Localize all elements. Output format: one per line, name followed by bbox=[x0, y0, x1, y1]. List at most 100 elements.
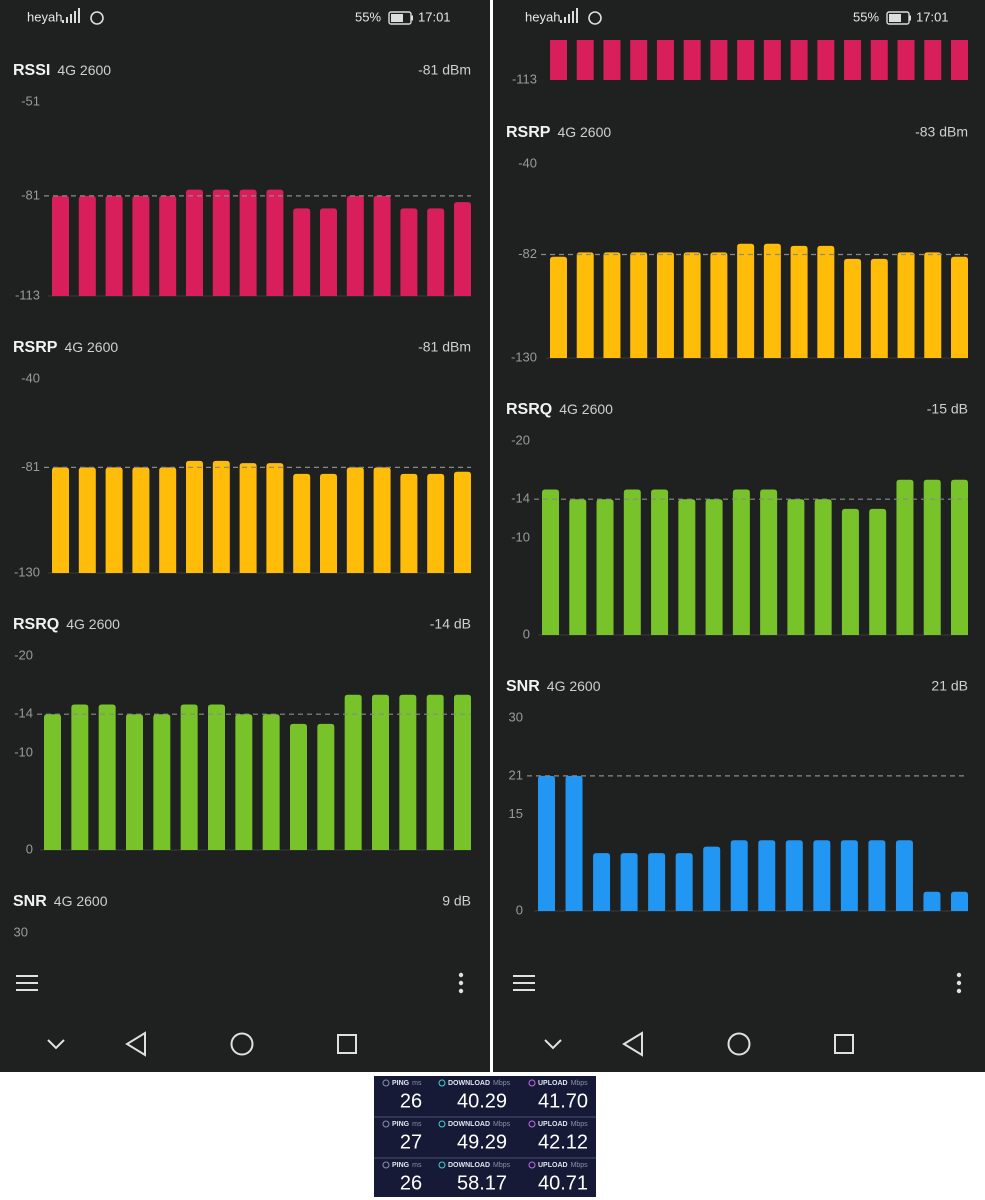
y-tick-label: -81 bbox=[21, 187, 40, 202]
bar bbox=[897, 252, 915, 358]
bar bbox=[923, 891, 941, 911]
bar bbox=[576, 252, 594, 358]
y-tick-label: 21 bbox=[509, 767, 523, 782]
y-tick-label: -14 bbox=[511, 491, 530, 506]
more-button[interactable] bbox=[956, 972, 962, 994]
metric-value: 58.17 bbox=[457, 1172, 507, 1194]
battery-icon bbox=[388, 11, 413, 25]
bar bbox=[159, 195, 177, 296]
y-tick-label: -20 bbox=[511, 432, 530, 447]
current-value: -15 dB bbox=[927, 401, 968, 417]
bar bbox=[132, 467, 150, 573]
bar bbox=[620, 853, 638, 911]
nav-home[interactable] bbox=[727, 1032, 751, 1056]
nav-back[interactable] bbox=[622, 1031, 643, 1057]
bar bbox=[293, 208, 311, 296]
bar bbox=[923, 479, 941, 635]
bar-clipped bbox=[630, 40, 648, 80]
bar bbox=[293, 473, 311, 573]
panel-title: RSRQ bbox=[13, 616, 59, 633]
bar bbox=[760, 489, 778, 635]
y-tick-label: 30 bbox=[509, 709, 523, 724]
bar bbox=[648, 853, 666, 911]
y-tick-label: -40 bbox=[21, 370, 40, 385]
nav-hide[interactable] bbox=[47, 1039, 65, 1050]
bar bbox=[266, 463, 284, 573]
bar bbox=[427, 208, 445, 296]
nav-home[interactable] bbox=[230, 1032, 254, 1056]
metric-unit: Mbps bbox=[571, 1121, 589, 1128]
nav-recent[interactable] bbox=[337, 1034, 357, 1054]
nav-hide[interactable] bbox=[544, 1039, 562, 1050]
bar bbox=[208, 704, 225, 850]
metric-unit: ms bbox=[412, 1121, 422, 1128]
bar bbox=[630, 252, 648, 358]
metric-unit: ms bbox=[412, 1162, 422, 1169]
metric-header: UPLOAD Mbps bbox=[538, 1121, 588, 1128]
y-tick-label: -81 bbox=[21, 459, 40, 474]
bar bbox=[400, 473, 418, 573]
bar-clipped bbox=[817, 40, 835, 80]
bar bbox=[703, 846, 721, 911]
battery-level: 55% bbox=[853, 9, 879, 24]
bar bbox=[266, 189, 284, 296]
metric-header: PING ms bbox=[392, 1080, 422, 1087]
bar-clipped bbox=[683, 40, 701, 80]
metric-icon bbox=[528, 1079, 536, 1087]
chart-panel: RSRP 4G 2600 -81 dBm -40 -81 -130 bbox=[13, 339, 471, 579]
bar-clipped bbox=[603, 40, 621, 80]
bar-clipped bbox=[844, 40, 862, 80]
current-value: 9 dB bbox=[442, 893, 471, 909]
y-tick-label: -10 bbox=[511, 529, 530, 544]
metric-icon bbox=[438, 1120, 446, 1128]
bar bbox=[262, 714, 280, 850]
panel-title: RSRP bbox=[506, 124, 551, 141]
alarm-icon bbox=[90, 11, 104, 25]
bar bbox=[565, 775, 583, 911]
bar bbox=[678, 499, 696, 635]
metric-value: 41.70 bbox=[538, 1090, 588, 1112]
nav-recent[interactable] bbox=[834, 1034, 854, 1054]
panel-title: RSSI bbox=[13, 62, 50, 79]
panel-heading: SNR 4G 2600 bbox=[13, 893, 108, 911]
metric-value: 49.29 bbox=[457, 1131, 507, 1153]
bar bbox=[763, 243, 781, 358]
bar bbox=[132, 195, 150, 296]
metric-name: PING bbox=[392, 1080, 410, 1087]
metric-name: UPLOAD bbox=[538, 1121, 568, 1128]
y-tick-label: -130 bbox=[14, 564, 40, 579]
chart-panel: RSRP 4G 2600 -83 dBm -40 -82 -130 bbox=[506, 124, 968, 364]
panel-band: 4G 2600 bbox=[54, 893, 108, 909]
bar bbox=[320, 208, 337, 296]
bar bbox=[895, 840, 913, 911]
bar-clipped bbox=[870, 40, 888, 80]
bar bbox=[844, 258, 862, 358]
carrier: heyah bbox=[525, 9, 560, 24]
more-button[interactable] bbox=[458, 972, 464, 994]
menu-button[interactable] bbox=[513, 975, 535, 991]
bar bbox=[705, 499, 723, 635]
panel-heading: RSRQ 4G 2600 bbox=[506, 401, 613, 419]
bar bbox=[44, 714, 61, 850]
y-tick-label: 15 bbox=[509, 806, 523, 821]
bar bbox=[868, 840, 886, 911]
menu-button[interactable] bbox=[16, 975, 38, 991]
bar bbox=[344, 694, 362, 850]
metric-icon bbox=[438, 1161, 446, 1169]
panel-heading: SNR 4G 2600 bbox=[506, 678, 601, 696]
panel-band: 4G 2600 bbox=[66, 616, 120, 632]
panel-band: 4G 2600 bbox=[57, 62, 111, 78]
nav-back[interactable] bbox=[125, 1031, 146, 1057]
metric-unit: Mbps bbox=[571, 1162, 589, 1169]
metric-name: DOWNLOAD bbox=[448, 1162, 490, 1169]
bar bbox=[126, 714, 143, 850]
bar bbox=[52, 195, 69, 296]
metric-value: 27 bbox=[400, 1131, 422, 1153]
panel-band: 4G 2600 bbox=[64, 339, 118, 355]
chart-panel: RSSI 4G 2600 -81 dBm -51 -81 -113 bbox=[13, 62, 471, 302]
panel-title: SNR bbox=[13, 893, 47, 910]
signal-icon bbox=[62, 8, 80, 23]
bar bbox=[212, 189, 230, 296]
bar bbox=[454, 471, 471, 573]
